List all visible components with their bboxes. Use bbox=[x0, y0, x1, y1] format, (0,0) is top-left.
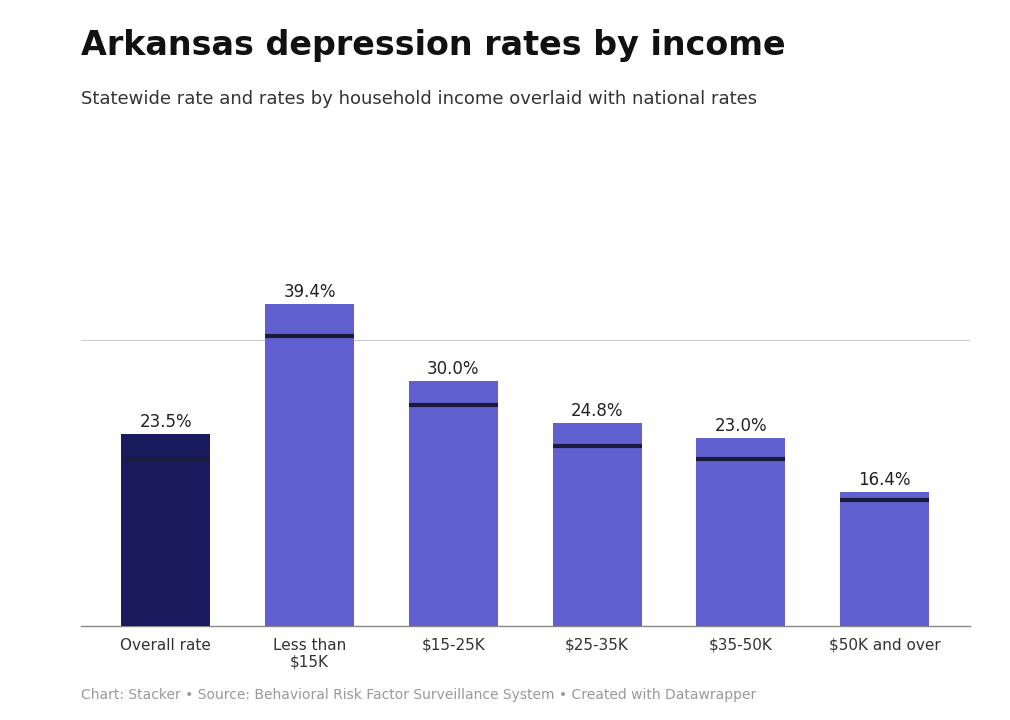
Text: 24.8%: 24.8% bbox=[571, 402, 623, 420]
Bar bbox=[840, 492, 929, 626]
Bar bbox=[121, 434, 210, 626]
Text: Chart: Stacker • Source: Behavioral Risk Factor Surveillance System • Created wi: Chart: Stacker • Source: Behavioral Risk… bbox=[81, 688, 756, 702]
Text: Statewide rate and rates by household income overlaid with national rates: Statewide rate and rates by household in… bbox=[81, 90, 756, 108]
Bar bbox=[409, 381, 498, 626]
Text: 39.4%: 39.4% bbox=[283, 283, 335, 301]
Text: 16.4%: 16.4% bbox=[858, 471, 911, 489]
Bar bbox=[552, 423, 641, 626]
Text: 23.5%: 23.5% bbox=[139, 413, 192, 431]
Text: 23.0%: 23.0% bbox=[714, 417, 768, 435]
Bar bbox=[265, 304, 355, 626]
Text: 30.0%: 30.0% bbox=[427, 360, 480, 378]
Text: Arkansas depression rates by income: Arkansas depression rates by income bbox=[81, 29, 786, 62]
Bar bbox=[696, 438, 786, 626]
